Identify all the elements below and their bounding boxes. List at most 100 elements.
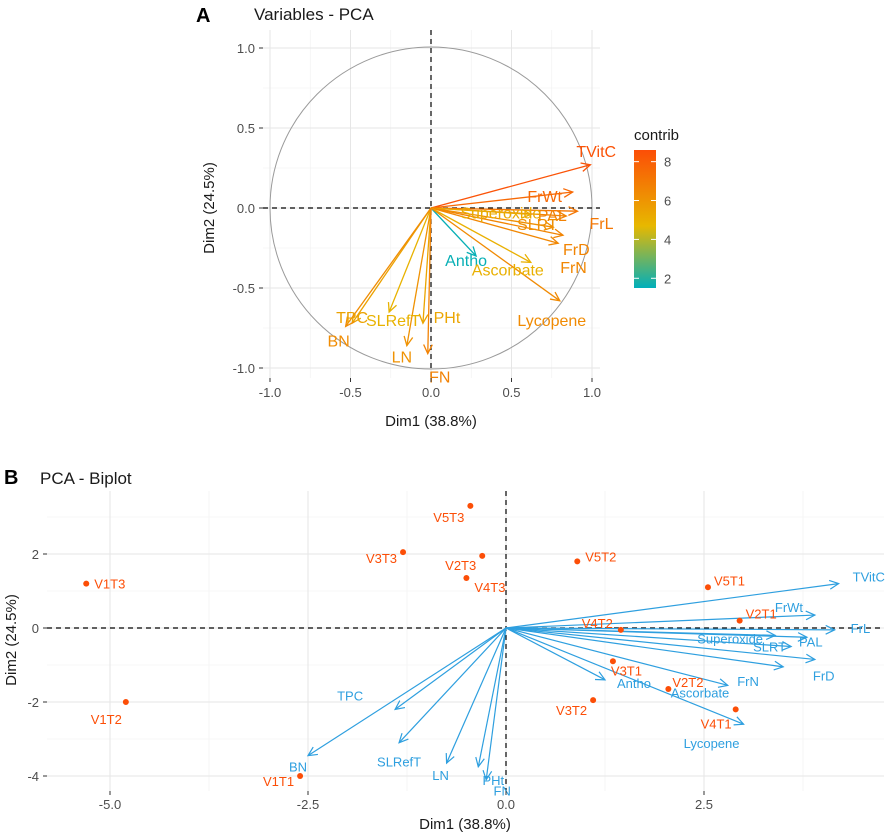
biplot-arrow-tpc-shaft (394, 627, 507, 710)
panel-a-ticks: -1.0 -0.5 0.0 0.5 1.0 -1.0 -0.5 0.0 0.5 1.0 (233, 41, 601, 400)
panel-b-plot-background (47, 491, 884, 791)
x-tick-label: -0.5 (339, 385, 361, 400)
individual-point-v2t3 (479, 552, 486, 559)
biplot-arrow-slrt-head (781, 641, 793, 651)
biplot-var-label-bn: BN (289, 760, 307, 775)
biplot-arrow-pal-head (797, 632, 809, 642)
y-tick-label: 0.5 (237, 121, 255, 136)
individual-point-v5t1 (704, 584, 711, 591)
x-tick-label: 1.0 (583, 385, 601, 400)
biplot-arrow-bn (306, 627, 507, 757)
arrow-slrt (430, 207, 555, 231)
var-label-frn: FrN (560, 260, 587, 277)
arrow-lycopene-shaft (430, 207, 561, 302)
panel-a-variable-arrows (344, 162, 592, 356)
y-tick-label: 2 (32, 547, 39, 562)
arrow-slreft-shaft (388, 207, 432, 313)
individual-point-v3t3 (400, 549, 407, 556)
panel-b-variable-arrows (306, 579, 841, 782)
biplot-arrow-pht (475, 627, 507, 769)
biplot-var-label-tvitc: TVitC (853, 570, 885, 585)
arrow-ascorbate-head (520, 253, 533, 264)
biplot-arrow-superoxide-head (765, 630, 777, 641)
arrow-ln (403, 207, 432, 348)
panel-b-y-axis-label: Dim2 (24.5%) (3, 594, 20, 686)
arrow-frwt-shaft (430, 191, 573, 209)
y-tick-label: -2 (27, 695, 39, 710)
arrow-frn-shaft (430, 207, 559, 244)
panel-b-letter: B (4, 467, 18, 489)
individual-label-v2t1: V2T1 (746, 607, 777, 622)
x-tick-label: 0.5 (502, 385, 520, 400)
contrib-legend: contrib 2 4 6 8 (634, 127, 679, 288)
arrow-frl (430, 206, 580, 216)
panel-b-individual-labels: V1T3 V1T2 V1T1 V5T3 V3T3 V2T3 V4T3 V5T2 V4T2 V3T1… (91, 510, 777, 789)
biplot-arrow-superoxide (505, 627, 777, 641)
biplot-arrow-pht-head (475, 756, 485, 769)
individual-point-v1t3 (83, 580, 90, 587)
biplot-arrow-ln-head (445, 753, 455, 765)
panel-a-y-axis-label: Dim2 (24.5%) (201, 162, 218, 254)
arrow-frd-head (553, 228, 565, 239)
arrow-frl-head (568, 206, 580, 216)
individual-label-v4t1: V4T1 (701, 716, 732, 731)
individual-label-v3t1: V3T1 (611, 663, 642, 678)
biplot-arrow-frwt (505, 610, 817, 629)
biplot-arrow-fn-shaft (485, 627, 507, 780)
individual-label-v5t2: V5T2 (585, 549, 616, 564)
biplot-arrow-slreft (398, 627, 507, 744)
var-label-pal: PAL (538, 208, 567, 225)
individual-point-v2t1 (736, 617, 743, 624)
arrow-lycopene (430, 207, 562, 302)
individual-label-v1t2: V1T2 (91, 712, 122, 727)
var-label-slreft: SLRefT (366, 313, 420, 330)
individual-label-v5t3: V5T3 (433, 510, 464, 525)
arrow-superoxide (430, 207, 533, 219)
arrow-ln-head (403, 335, 414, 348)
biplot-arrow-lycopene-shaft (505, 627, 744, 725)
biplot-var-label-tpc: TPC (337, 688, 363, 703)
var-label-tvitc: TVitC (576, 144, 616, 161)
biplot-arrow-frd-head (805, 653, 817, 664)
biplot-var-label-lycopene: Lycopene (684, 736, 740, 751)
arrow-slreft (387, 207, 432, 314)
var-label-lycopene: Lycopene (517, 313, 586, 330)
var-label-tpc: TPC (336, 310, 368, 327)
arrow-ln-shaft (406, 207, 432, 346)
biplot-arrow-superoxide-shaft (505, 627, 776, 636)
biplot-var-label-antho: Antho (617, 676, 651, 691)
y-tick-label: -0.5 (233, 281, 255, 296)
panel-b-zero-lines (47, 491, 884, 791)
biplot-arrow-lycopene (505, 627, 745, 726)
var-label-ln: LN (392, 350, 412, 367)
legend-tick-label: 2 (664, 271, 671, 286)
biplot-arrow-antho-head (594, 671, 607, 681)
y-tick-label: 0 (32, 621, 39, 636)
var-label-antho: Antho (445, 253, 487, 270)
y-tick-label: -4 (27, 769, 39, 784)
biplot-arrow-antho-shaft (505, 627, 606, 681)
x-tick-label: -2.5 (297, 797, 319, 812)
biplot-arrow-tvitc-head (828, 579, 841, 590)
biplot-var-label-frn: FrN (737, 674, 759, 689)
biplot-arrow-bn-head (306, 746, 318, 757)
individual-point-v3t1 (609, 658, 616, 665)
individual-label-v4t3: V4T3 (474, 580, 505, 595)
arrow-frl-shaft (430, 207, 578, 212)
arrow-bn-head (344, 316, 355, 328)
biplot-arrow-ascorbate (505, 627, 730, 688)
biplot-arrow-slreft-head (398, 732, 409, 744)
biplot-var-label-pal: PAL (799, 634, 823, 649)
var-label-superoxide: Superoxide (460, 205, 541, 222)
arrow-frwt (430, 188, 575, 209)
biplot-arrow-slrt-shaft (505, 627, 792, 648)
var-label-pht: PHt (434, 310, 461, 327)
biplot-var-label-frwt: FrWt (775, 600, 804, 615)
panel-a-zero-lines (263, 30, 600, 378)
panel-a-title: Variables - PCA (254, 5, 374, 24)
arrow-ascorbate-shaft (430, 207, 532, 263)
y-tick-label: 1.0 (237, 41, 255, 56)
x-tick-label: -5.0 (99, 797, 121, 812)
